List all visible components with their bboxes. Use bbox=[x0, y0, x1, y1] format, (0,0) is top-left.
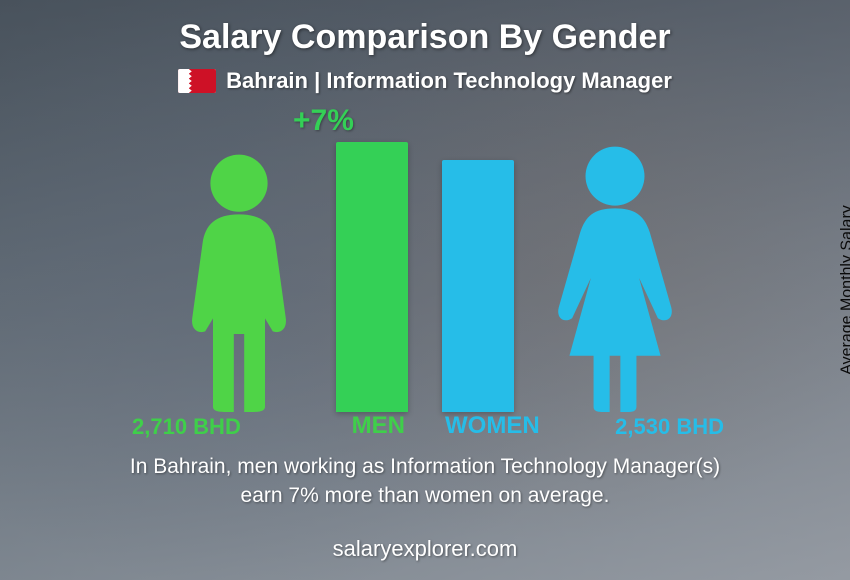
category-labels: MEN WOMEN bbox=[0, 412, 850, 440]
subtitle-sep: | bbox=[308, 68, 326, 93]
summary-text: In Bahrain, men working as Information T… bbox=[0, 453, 850, 510]
label-men: MEN bbox=[245, 412, 425, 440]
footer-attribution: salaryexplorer.com bbox=[0, 536, 850, 562]
country-name: Bahrain bbox=[226, 68, 308, 93]
subtitle-row: Bahrain | Information Technology Manager bbox=[0, 68, 850, 94]
page-title: Salary Comparison By Gender bbox=[0, 18, 850, 57]
female-person-icon bbox=[548, 144, 682, 412]
infographic-container: Salary Comparison By Gender Bahrain | In… bbox=[0, 0, 850, 580]
chart-area: +7% 2,710 BHD 2,530 BHD MEN WOMEN bbox=[0, 110, 850, 440]
percentage-difference-label: +7% bbox=[293, 104, 354, 138]
job-title: Information Technology Manager bbox=[326, 68, 672, 93]
bar-women bbox=[442, 160, 514, 412]
bar-group bbox=[336, 142, 514, 412]
summary-line-1: In Bahrain, men working as Information T… bbox=[130, 455, 720, 478]
summary-line-2: earn 7% more than women on average. bbox=[241, 484, 610, 507]
bar-men bbox=[336, 142, 408, 412]
subtitle-text: Bahrain | Information Technology Manager bbox=[226, 68, 672, 94]
male-person-icon bbox=[174, 152, 304, 412]
label-women: WOMEN bbox=[425, 412, 605, 440]
bahrain-flag-icon bbox=[178, 69, 216, 93]
